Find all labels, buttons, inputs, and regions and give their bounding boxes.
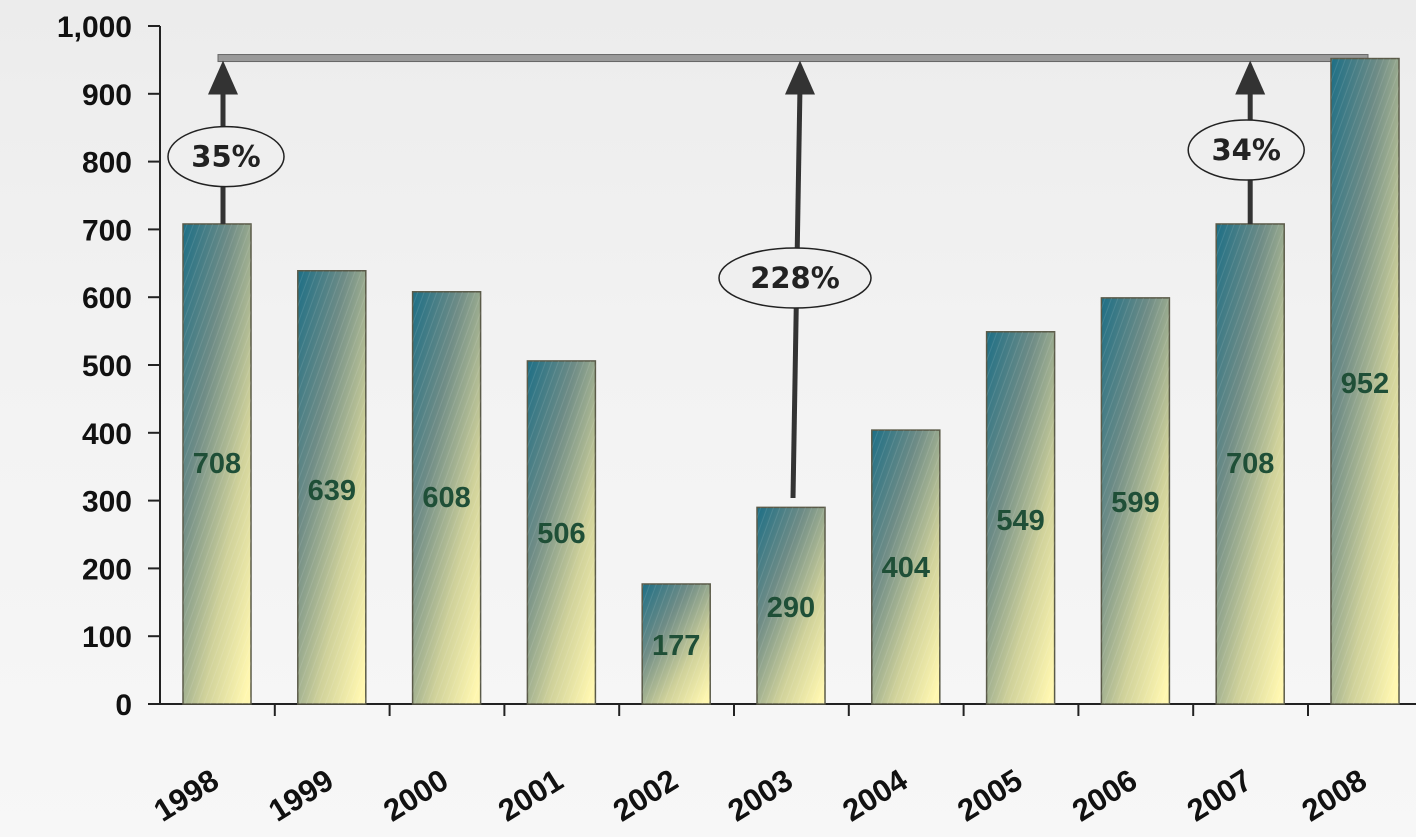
y-tick-label: 900 [82, 79, 132, 112]
y-tick-label: 500 [82, 350, 132, 383]
bar-texture [1331, 58, 1399, 704]
bar-texture [297, 270, 366, 704]
x-tick-label: 2003 [722, 762, 799, 828]
y-tick-label: 600 [82, 282, 132, 315]
bar-texture [757, 507, 825, 704]
data-label-2008: 952 [1341, 368, 1389, 400]
data-label-2005: 549 [996, 505, 1044, 537]
bar-texture [642, 583, 711, 704]
bar-texture [412, 291, 481, 704]
bar-texture [1216, 223, 1285, 704]
bar-texture [1101, 297, 1170, 704]
data-label-2006: 599 [1111, 487, 1159, 519]
annotation-34-bubble [1187, 119, 1305, 181]
data-label-2003: 290 [767, 592, 815, 624]
annotations: 35% 228% 34% [167, 60, 1305, 499]
x-tick-label: 1998 [148, 762, 225, 828]
data-label-2004: 404 [882, 552, 930, 584]
data-label-2001: 506 [537, 518, 585, 550]
data-label-2007: 708 [1226, 448, 1274, 480]
bar-texture [527, 360, 596, 704]
y-tick-label: 300 [82, 486, 132, 519]
bar-texture [871, 430, 940, 704]
x-tick-label: 2002 [607, 762, 684, 828]
annotation-228-arrowhead [785, 60, 815, 95]
x-tick-label: 1999 [262, 762, 339, 828]
annotation-228-bubble [718, 247, 872, 309]
data-label-1998: 708 [193, 448, 241, 480]
y-tick-label: 800 [82, 147, 132, 180]
bar-texture [183, 223, 251, 704]
annotation-34-label: 34% [1211, 133, 1280, 167]
x-tick-label: 2005 [951, 762, 1028, 828]
data-label-1999: 639 [308, 475, 356, 507]
annotation-35-label: 35% [191, 140, 260, 174]
x-tick-label: 2000 [377, 762, 454, 828]
x-tick-label: 2004 [836, 762, 914, 829]
reference-line-layer [217, 54, 1369, 63]
annotation-35-bubble [167, 125, 285, 188]
reference-line [217, 54, 1369, 63]
y-tick-label: 1,000 [57, 11, 132, 44]
x-tick-label: 2001 [492, 762, 569, 828]
data-labels: 708 639 608 506 177 290 404 549 599 708 952 [193, 368, 1389, 662]
y-tick-label: 700 [82, 214, 132, 247]
y-tick-label: 400 [82, 418, 132, 451]
bar-texture [986, 331, 1055, 704]
y-tick-label: 100 [82, 621, 132, 654]
y-tick-label: 0 [115, 689, 132, 722]
x-tick-label: 2006 [1066, 762, 1143, 828]
data-label-2000: 608 [422, 482, 470, 514]
x-tick-label: 2008 [1296, 762, 1373, 828]
data-label-2002: 177 [652, 630, 700, 662]
bars [182, 57, 1400, 705]
annotation-228-label: 228% [750, 261, 840, 295]
annotation-35-arrowhead [208, 60, 238, 95]
y-tick-label: 200 [82, 553, 132, 586]
x-tick-label: 2007 [1181, 762, 1258, 828]
annotation-34-arrowhead [1235, 60, 1266, 95]
